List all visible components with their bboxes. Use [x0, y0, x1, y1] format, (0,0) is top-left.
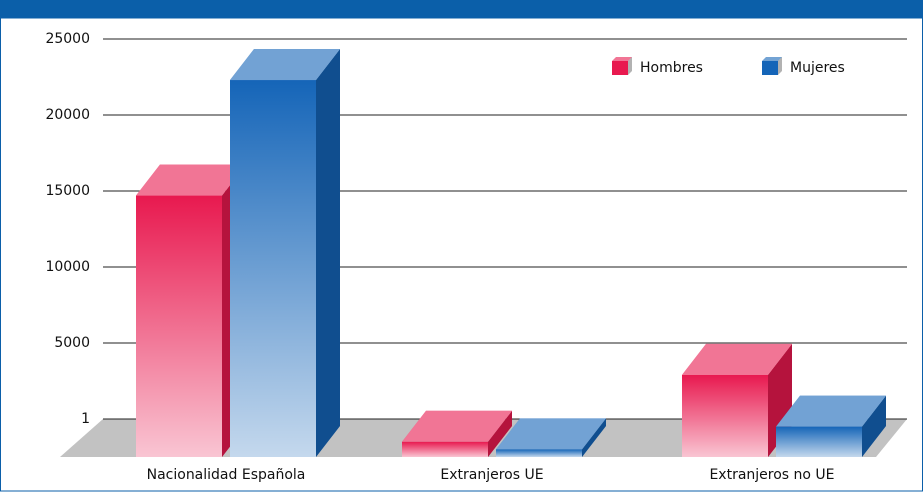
bar-face — [136, 164, 246, 196]
bar-face — [230, 49, 340, 81]
bar-face — [862, 395, 886, 457]
legend-swatch — [762, 61, 778, 75]
bar — [402, 410, 512, 457]
legend-label: Hombres — [640, 60, 703, 76]
bar-face — [230, 80, 316, 457]
bar-face — [776, 395, 886, 427]
y-tick-label: 25000 — [45, 31, 90, 47]
bar-face — [682, 374, 768, 457]
bar-face — [402, 410, 512, 442]
bar — [496, 418, 606, 457]
legend-swatch-side — [778, 57, 782, 75]
legend-swatch-side — [628, 57, 632, 75]
bar — [776, 395, 886, 457]
legend-label: Mujeres — [790, 60, 845, 76]
y-tick-label: 1 — [81, 411, 90, 427]
legend-swatch — [612, 61, 628, 75]
bar-face — [776, 395, 886, 427]
bar-face — [582, 418, 606, 457]
bar-face — [402, 410, 512, 442]
bar — [230, 49, 340, 457]
y-tick-label: 20000 — [45, 107, 90, 123]
header-band — [0, 0, 923, 18]
bar — [136, 164, 246, 457]
bar-face — [682, 343, 792, 375]
y-tick-label: 10000 — [45, 259, 90, 275]
bar-face — [402, 441, 488, 457]
x-tick-label: Nacionalidad Española — [147, 467, 306, 483]
bar-face — [862, 395, 886, 457]
bar-face — [136, 195, 222, 457]
bar-face — [496, 418, 606, 450]
legend-swatch-top — [762, 57, 782, 61]
bar-face — [488, 410, 512, 457]
bar-face — [496, 418, 606, 450]
bar-face — [496, 449, 582, 457]
bar-face — [136, 164, 246, 196]
bar-face — [316, 49, 340, 457]
bar-face — [488, 410, 512, 457]
y-tick-label: 15000 — [45, 183, 90, 199]
bar-face — [682, 343, 792, 375]
x-tick-label: Extranjeros no UE — [709, 467, 834, 483]
bar-face — [776, 426, 862, 457]
bar — [682, 343, 792, 457]
y-tick-label: 5000 — [54, 335, 90, 351]
bar-face — [230, 49, 340, 81]
bar-face — [582, 418, 606, 457]
bar-face — [316, 49, 340, 457]
legend-swatch-top — [612, 57, 632, 61]
x-tick-label: Extranjeros UE — [440, 467, 543, 483]
